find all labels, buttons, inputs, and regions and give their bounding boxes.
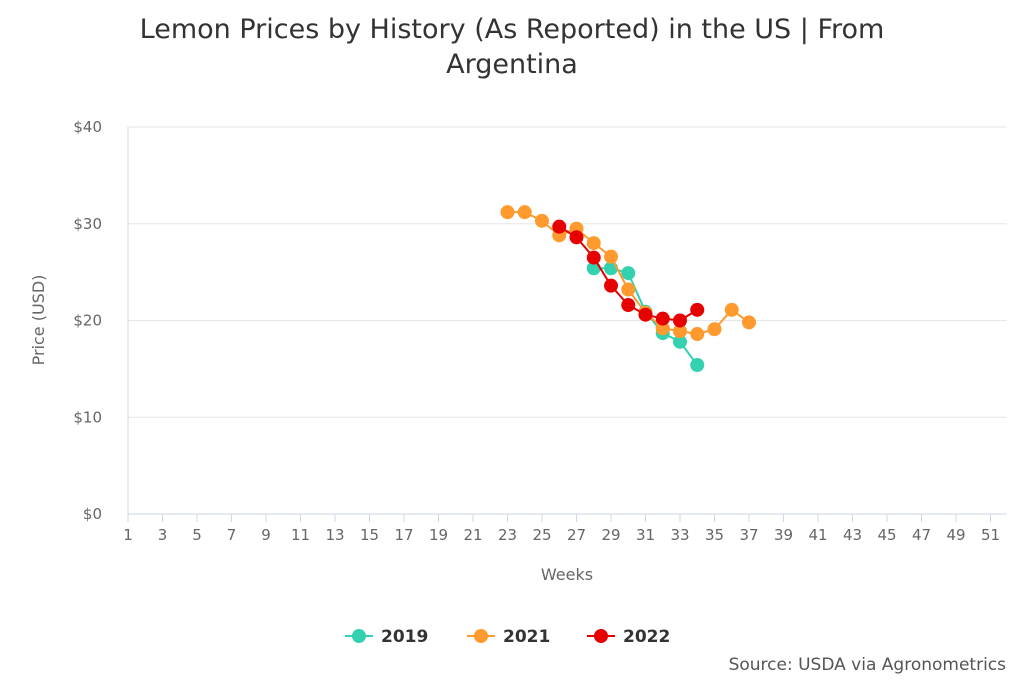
y-tick-label: $10: [73, 408, 102, 426]
legend-label: 2021: [503, 627, 550, 647]
x-tick-label: 9: [261, 526, 271, 544]
data-point[interactable]: [552, 219, 567, 234]
data-point[interactable]: [500, 205, 515, 220]
data-point[interactable]: [655, 311, 670, 326]
x-tick-label: 27: [567, 526, 586, 544]
data-point[interactable]: [586, 250, 601, 265]
x-axis-label: Weeks: [541, 565, 593, 584]
x-tick-label: 15: [360, 526, 379, 544]
x-tick-label: 11: [291, 526, 310, 544]
legend-marker: [474, 629, 488, 643]
data-point[interactable]: [742, 315, 756, 330]
legend-label: 2019: [381, 627, 428, 647]
chart-title: Lemon Prices by History (As Reported) in…: [0, 12, 1024, 82]
x-tick-label: 13: [325, 526, 344, 544]
legend-marker: [352, 629, 366, 643]
data-point[interactable]: [690, 327, 705, 342]
x-tick-label: 35: [705, 526, 724, 544]
y-tick-label: $20: [73, 312, 102, 330]
x-tick-label: 31: [636, 526, 655, 544]
y-tick-label: $0: [83, 505, 102, 523]
x-tick-label: 25: [532, 526, 551, 544]
series-2022[interactable]: [552, 219, 705, 328]
data-point[interactable]: [517, 205, 532, 220]
x-tick-label: 47: [912, 526, 931, 544]
data-point[interactable]: [621, 298, 636, 313]
x-tick-label: 21: [463, 526, 482, 544]
data-point[interactable]: [621, 282, 636, 297]
source-credit[interactable]: Source: USDA via Agronometrics: [728, 655, 1006, 675]
x-tick-label: 33: [670, 526, 689, 544]
data-point[interactable]: [724, 302, 739, 317]
x-tick-label: 41: [808, 526, 827, 544]
y-tick-label: $40: [73, 118, 102, 136]
data-point[interactable]: [673, 334, 687, 349]
x-tick-label: 29: [601, 526, 620, 544]
data-point[interactable]: [535, 213, 549, 228]
series-2021[interactable]: [500, 205, 757, 342]
y-axis-label: Price (USD): [29, 275, 48, 366]
x-tick-label: 51: [981, 526, 1000, 544]
data-point[interactable]: [655, 321, 670, 336]
legend-marker: [594, 629, 608, 643]
data-point[interactable]: [673, 324, 687, 339]
x-tick-label: 19: [429, 526, 448, 544]
data-point[interactable]: [569, 230, 584, 245]
data-point[interactable]: [690, 358, 705, 373]
legend-item-2019[interactable]: 2019: [345, 627, 428, 647]
x-tick-label: 43: [843, 526, 862, 544]
data-point[interactable]: [673, 313, 687, 328]
legend-item-2021[interactable]: 2021: [467, 627, 550, 647]
data-point[interactable]: [638, 307, 653, 322]
data-point[interactable]: [604, 249, 618, 264]
y-tick-label: $30: [73, 215, 102, 233]
data-point[interactable]: [586, 236, 601, 251]
x-tick-label: 17: [394, 526, 413, 544]
x-tick-label: 37: [739, 526, 758, 544]
x-tick-label: 49: [946, 526, 965, 544]
x-tick-label: 39: [774, 526, 793, 544]
x-tick-label: 45: [877, 526, 896, 544]
data-point[interactable]: [707, 322, 722, 337]
x-tick-label: 7: [227, 526, 237, 544]
legend-label: 2022: [623, 627, 670, 647]
data-point[interactable]: [604, 278, 618, 293]
x-tick-label: 1: [123, 526, 133, 544]
x-tick-label: 3: [158, 526, 168, 544]
legend-item-2022[interactable]: 2022: [587, 627, 670, 647]
title-line-1: Lemon Prices by History (As Reported) in…: [139, 14, 885, 45]
x-tick-label: 23: [498, 526, 517, 544]
title-line-2: Argentina: [446, 49, 578, 80]
data-point[interactable]: [690, 302, 705, 317]
data-point[interactable]: [621, 266, 636, 281]
x-tick-label: 5: [192, 526, 202, 544]
